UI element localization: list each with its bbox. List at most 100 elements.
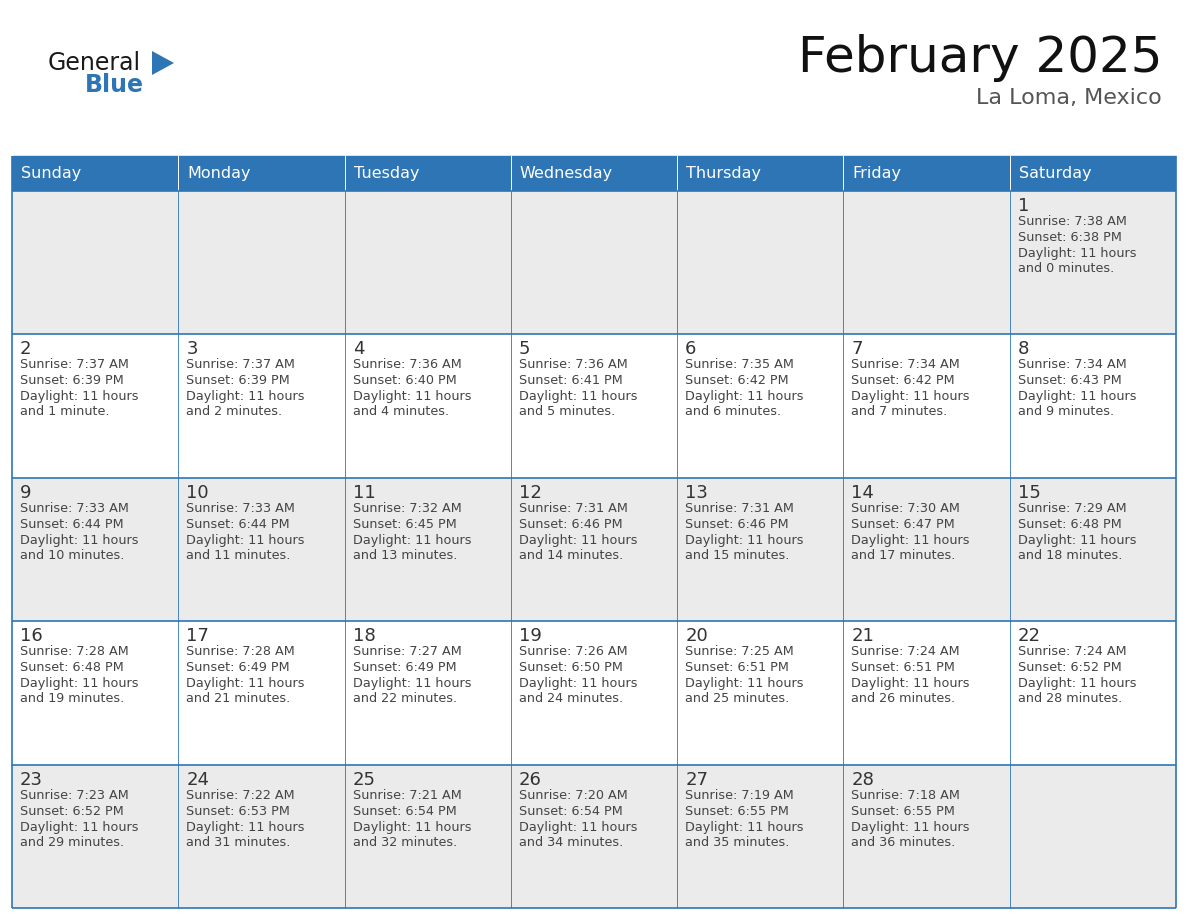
Text: and 1 minute.: and 1 minute. [20,406,109,419]
Bar [12,477,178,621]
Text: Tuesday: Tuesday [354,166,419,181]
Text: Sunset: 6:50 PM: Sunset: 6:50 PM [519,661,623,674]
Text: Sunrise: 7:35 AM: Sunrise: 7:35 AM [685,358,794,372]
Text: Sunset: 6:39 PM: Sunset: 6:39 PM [187,375,290,387]
Text: Sunset: 6:45 PM: Sunset: 6:45 PM [353,518,456,531]
Text: Daylight: 11 hours: Daylight: 11 hours [20,533,139,547]
Text: Sunrise: 7:33 AM: Sunrise: 7:33 AM [187,502,295,515]
Text: Daylight: 11 hours: Daylight: 11 hours [353,533,472,547]
Text: 23: 23 [20,770,43,789]
Bar [511,477,677,621]
Text: Sunset: 6:52 PM: Sunset: 6:52 PM [20,804,124,818]
Text: 8: 8 [1018,341,1029,358]
Text: 15: 15 [1018,484,1041,502]
Text: Daylight: 11 hours: Daylight: 11 hours [852,821,969,834]
Text: Sunset: 6:49 PM: Sunset: 6:49 PM [353,661,456,674]
Text: Sunrise: 7:18 AM: Sunrise: 7:18 AM [852,789,960,801]
Text: Sunset: 6:42 PM: Sunset: 6:42 PM [685,375,789,387]
Bar [345,477,511,621]
Bar [843,621,1010,765]
Text: Sunrise: 7:24 AM: Sunrise: 7:24 AM [1018,645,1126,658]
Text: Sunset: 6:55 PM: Sunset: 6:55 PM [685,804,789,818]
Text: Sunset: 6:53 PM: Sunset: 6:53 PM [187,804,290,818]
Bar [1010,334,1176,477]
Text: Sunset: 6:46 PM: Sunset: 6:46 PM [519,518,623,531]
Text: Daylight: 11 hours: Daylight: 11 hours [519,533,637,547]
Bar [677,765,843,908]
Bar [178,765,345,908]
Text: 5: 5 [519,341,530,358]
Bar [511,621,677,765]
Text: 20: 20 [685,627,708,645]
Text: and 25 minutes.: and 25 minutes. [685,692,789,705]
Bar [511,765,677,908]
Text: 4: 4 [353,341,364,358]
Bar [345,334,511,477]
Bar [843,156,1010,191]
Text: Sunrise: 7:34 AM: Sunrise: 7:34 AM [852,358,960,372]
Text: Sunrise: 7:23 AM: Sunrise: 7:23 AM [20,789,128,801]
Bar [677,156,843,191]
Bar [843,191,1010,334]
Text: Sunrise: 7:26 AM: Sunrise: 7:26 AM [519,645,627,658]
Text: Daylight: 11 hours: Daylight: 11 hours [519,677,637,690]
Text: Daylight: 11 hours: Daylight: 11 hours [20,677,139,690]
Text: and 13 minutes.: and 13 minutes. [353,549,457,562]
Text: Wednesday: Wednesday [520,166,613,181]
Text: Sunset: 6:38 PM: Sunset: 6:38 PM [1018,231,1121,244]
Text: 2: 2 [20,341,32,358]
Text: Sunset: 6:42 PM: Sunset: 6:42 PM [852,375,955,387]
Text: Sunrise: 7:29 AM: Sunrise: 7:29 AM [1018,502,1126,515]
Text: and 7 minutes.: and 7 minutes. [852,406,948,419]
Text: Sunset: 6:44 PM: Sunset: 6:44 PM [20,518,124,531]
Text: Daylight: 11 hours: Daylight: 11 hours [353,821,472,834]
Text: February 2025: February 2025 [797,34,1162,82]
Text: Sunset: 6:52 PM: Sunset: 6:52 PM [1018,661,1121,674]
Text: Daylight: 11 hours: Daylight: 11 hours [685,390,803,403]
Text: and 28 minutes.: and 28 minutes. [1018,692,1121,705]
Text: 1: 1 [1018,197,1029,215]
Bar [1010,191,1176,334]
Text: Daylight: 11 hours: Daylight: 11 hours [685,677,803,690]
Bar [178,334,345,477]
Bar [511,191,677,334]
Text: Sunrise: 7:27 AM: Sunrise: 7:27 AM [353,645,461,658]
Text: Sunrise: 7:38 AM: Sunrise: 7:38 AM [1018,215,1126,228]
Text: and 2 minutes.: and 2 minutes. [187,406,283,419]
Text: 9: 9 [20,484,32,502]
Text: 22: 22 [1018,627,1041,645]
Bar [12,621,178,765]
Bar [178,156,345,191]
Bar [178,191,345,334]
Text: and 19 minutes.: and 19 minutes. [20,692,125,705]
Bar [345,156,511,191]
Text: Daylight: 11 hours: Daylight: 11 hours [852,677,969,690]
Text: and 14 minutes.: and 14 minutes. [519,549,624,562]
Text: Sunset: 6:44 PM: Sunset: 6:44 PM [187,518,290,531]
Text: 6: 6 [685,341,696,358]
Text: and 6 minutes.: and 6 minutes. [685,406,782,419]
Text: Daylight: 11 hours: Daylight: 11 hours [187,821,305,834]
Text: 17: 17 [187,627,209,645]
Bar [843,334,1010,477]
Text: and 29 minutes.: and 29 minutes. [20,835,124,848]
Text: Sunrise: 7:21 AM: Sunrise: 7:21 AM [353,789,461,801]
Text: Sunrise: 7:24 AM: Sunrise: 7:24 AM [852,645,960,658]
Text: and 21 minutes.: and 21 minutes. [187,692,291,705]
Text: Daylight: 11 hours: Daylight: 11 hours [685,821,803,834]
Text: and 0 minutes.: and 0 minutes. [1018,262,1114,275]
Text: Sunset: 6:43 PM: Sunset: 6:43 PM [1018,375,1121,387]
Bar [12,765,178,908]
Bar [843,765,1010,908]
Text: Sunrise: 7:20 AM: Sunrise: 7:20 AM [519,789,627,801]
Text: and 32 minutes.: and 32 minutes. [353,835,457,848]
Text: and 31 minutes.: and 31 minutes. [187,835,291,848]
Text: Daylight: 11 hours: Daylight: 11 hours [353,390,472,403]
Text: Daylight: 11 hours: Daylight: 11 hours [519,390,637,403]
Text: Thursday: Thursday [687,166,762,181]
Text: and 34 minutes.: and 34 minutes. [519,835,624,848]
Text: Friday: Friday [853,166,902,181]
Text: Sunrise: 7:28 AM: Sunrise: 7:28 AM [187,645,295,658]
Text: 14: 14 [852,484,874,502]
Bar [345,765,511,908]
